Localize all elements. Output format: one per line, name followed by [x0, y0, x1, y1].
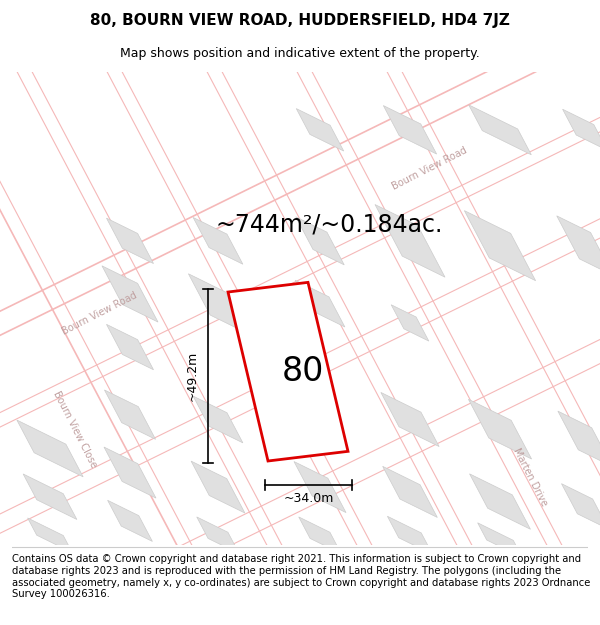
Text: Marten Drive: Marten Drive — [511, 447, 549, 508]
Text: ~744m²/~0.184ac.: ~744m²/~0.184ac. — [215, 213, 442, 236]
Polygon shape — [23, 474, 77, 519]
Polygon shape — [197, 517, 239, 554]
Text: ~34.0m: ~34.0m — [283, 492, 334, 505]
Polygon shape — [383, 466, 437, 518]
Polygon shape — [469, 105, 532, 155]
Polygon shape — [106, 218, 154, 264]
Polygon shape — [294, 461, 346, 512]
Polygon shape — [107, 500, 152, 541]
Polygon shape — [17, 420, 83, 477]
Polygon shape — [228, 282, 348, 461]
Text: 80, BOURN VIEW ROAD, HUDDERSFIELD, HD4 7JZ: 80, BOURN VIEW ROAD, HUDDERSFIELD, HD4 7… — [90, 12, 510, 28]
Polygon shape — [557, 216, 600, 276]
Text: Bourn View Close: Bourn View Close — [51, 389, 99, 469]
Polygon shape — [464, 211, 536, 281]
Polygon shape — [295, 280, 345, 327]
Text: 80: 80 — [282, 355, 324, 388]
Polygon shape — [193, 396, 243, 443]
Polygon shape — [383, 106, 437, 154]
Polygon shape — [106, 324, 154, 370]
Polygon shape — [558, 411, 600, 466]
Polygon shape — [388, 516, 433, 554]
Polygon shape — [562, 484, 600, 529]
Text: Contains OS data © Crown copyright and database right 2021. This information is : Contains OS data © Crown copyright and d… — [12, 554, 590, 599]
Polygon shape — [295, 395, 346, 444]
Polygon shape — [478, 522, 523, 558]
Polygon shape — [102, 266, 158, 322]
Polygon shape — [375, 204, 445, 277]
Polygon shape — [563, 109, 600, 151]
Text: Bourn View Road: Bourn View Road — [61, 290, 139, 336]
Polygon shape — [381, 392, 439, 446]
Text: Map shows position and indicative extent of the property.: Map shows position and indicative extent… — [120, 48, 480, 61]
Polygon shape — [193, 217, 243, 264]
Polygon shape — [104, 447, 156, 498]
Polygon shape — [104, 390, 155, 439]
Text: ~49.2m: ~49.2m — [185, 351, 199, 401]
Polygon shape — [28, 518, 73, 552]
Polygon shape — [296, 217, 344, 265]
Polygon shape — [469, 399, 532, 459]
Polygon shape — [391, 305, 429, 341]
Polygon shape — [470, 474, 530, 529]
Text: Bourn View Road: Bourn View Road — [391, 145, 469, 192]
Polygon shape — [191, 461, 245, 513]
Polygon shape — [188, 274, 248, 334]
Polygon shape — [299, 517, 341, 554]
Polygon shape — [296, 109, 344, 151]
